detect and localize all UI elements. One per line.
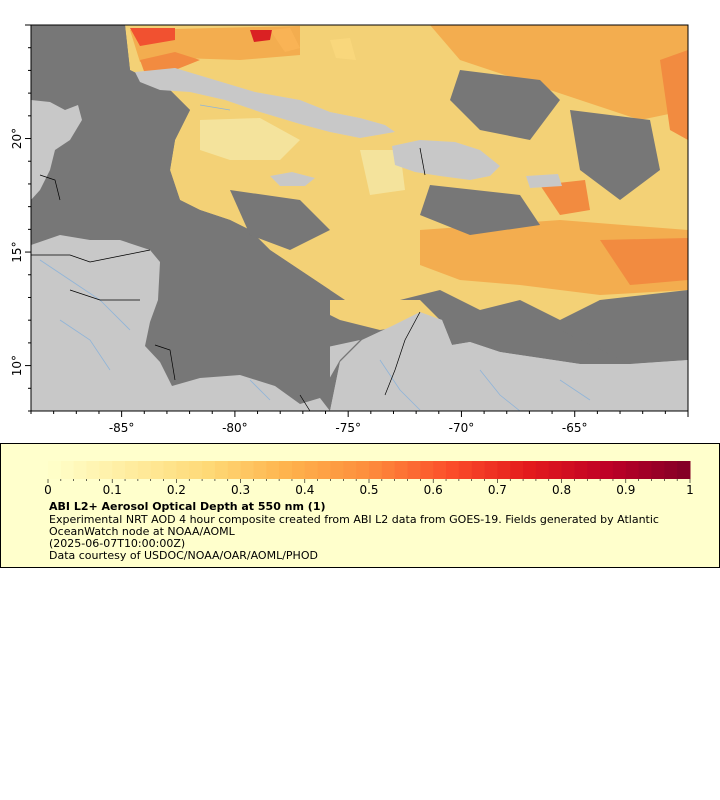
colorbar-segment [369,461,383,479]
colorbar-label: 0.2 [167,483,186,497]
colorbar: 0 0.1 0.2 0.3 0.4 0.5 0.6 0.7 0.8 0.9 1 [44,461,694,497]
colorbar-segment [150,461,165,479]
colorbar-segment [48,461,62,479]
colorbar-segment [86,461,100,479]
colorbar-segment [574,461,588,479]
lon-tick-label: -70° [449,421,475,435]
colorbar-segment [561,461,575,479]
colorbar-segment [587,461,601,479]
colorbar-segment [176,461,190,479]
colorbar-label: 0.6 [424,483,443,497]
legend-credit: Data courtesy of USDOC/NOAA/OAR/AOML/PHO… [49,549,318,562]
colorbar-label: 0.3 [231,483,250,497]
country-borders [31,147,426,411]
colorbar-segment [523,461,537,479]
colorbar-segment [163,461,177,479]
lon-tick-label: -75° [335,421,361,435]
colorbar-segment [253,461,267,479]
colorbar-segment [343,461,357,479]
legend-panel: 0 0.1 0.2 0.3 0.4 0.5 0.6 0.7 0.8 0.9 1 ABI L2+ Ae… [0,443,720,568]
colorbar-segment [600,461,614,479]
colorbar-segment [202,461,216,479]
colorbar-label: 0.8 [552,483,571,497]
colorbar-segment [535,461,550,479]
colorbar-segment [279,461,293,479]
legend-description: Experimental NRT AOD 4 hour composite cr… [49,513,659,538]
colorbar-segment [497,461,511,479]
colorbar-label: 0.7 [488,483,507,497]
colorbar-segment [60,461,75,479]
map-frame [30,24,689,412]
colorbar-segment [433,461,447,479]
colorbar-segment [548,461,563,479]
colorbar-segment [471,461,486,479]
colorbar-segment [99,461,113,479]
colorbar-segment [677,461,691,479]
colorbar-label: 0.4 [295,483,314,497]
colorbar-segment [484,461,498,479]
legend-timestamp: (2025-06-07T10:00:00Z) [49,537,186,550]
map-layers [31,25,688,411]
colorbar-segment [638,461,652,479]
colorbar-label: 0.1 [103,483,122,497]
colorbar-segment [112,461,126,479]
colorbar-segment [381,461,396,479]
colorbar-segment [510,461,524,479]
lon-tick-label: -65° [562,421,588,435]
colorbar-segment [266,461,280,479]
lon-tick-label: -80° [222,421,248,435]
colorbar-segment [227,461,242,479]
aod-map: -85° -80° -75° -70° -65° 20° 15° 10° [10,24,689,435]
colorbar-segment [137,461,152,479]
lon-tick-label: -85° [109,421,135,435]
colorbar-segment [291,461,306,479]
lat-tick-label: 10° [10,355,24,376]
colorbar-segment [317,461,331,479]
colorbar-segment [73,461,88,479]
colorbar-segment [356,461,370,479]
colorbar-segment [458,461,473,479]
lat-tick-label: 15° [10,241,24,262]
legend-title: ABI L2+ Aerosol Optical Depth at 550 nm … [49,500,326,513]
colorbar-segment [651,461,665,479]
colorbar-segment [214,461,229,479]
colorbar-segment [240,461,254,479]
colorbar-segment [407,461,421,479]
map-axes: -85° -80° -75° -70° -65° 20° 15° 10° [10,24,689,435]
colorbar-segment [446,461,460,479]
colorbar-label: 1 [686,483,694,497]
colorbar-segment [420,461,434,479]
lat-tick-label: 20° [10,128,24,149]
colorbar-segment [125,461,139,479]
colorbar-label: 0 [44,483,52,497]
colorbar-segment [394,461,409,479]
colorbar-label: 0.9 [616,483,635,497]
colorbar-segment [625,461,640,479]
rivers [39,104,591,411]
colorbar-segment [189,461,203,479]
colorbar-segment [612,461,627,479]
colorbar-segment [330,461,344,479]
colorbar-segment [664,461,678,479]
colorbar-label: 0.5 [359,483,378,497]
colorbar-segment [304,461,319,479]
